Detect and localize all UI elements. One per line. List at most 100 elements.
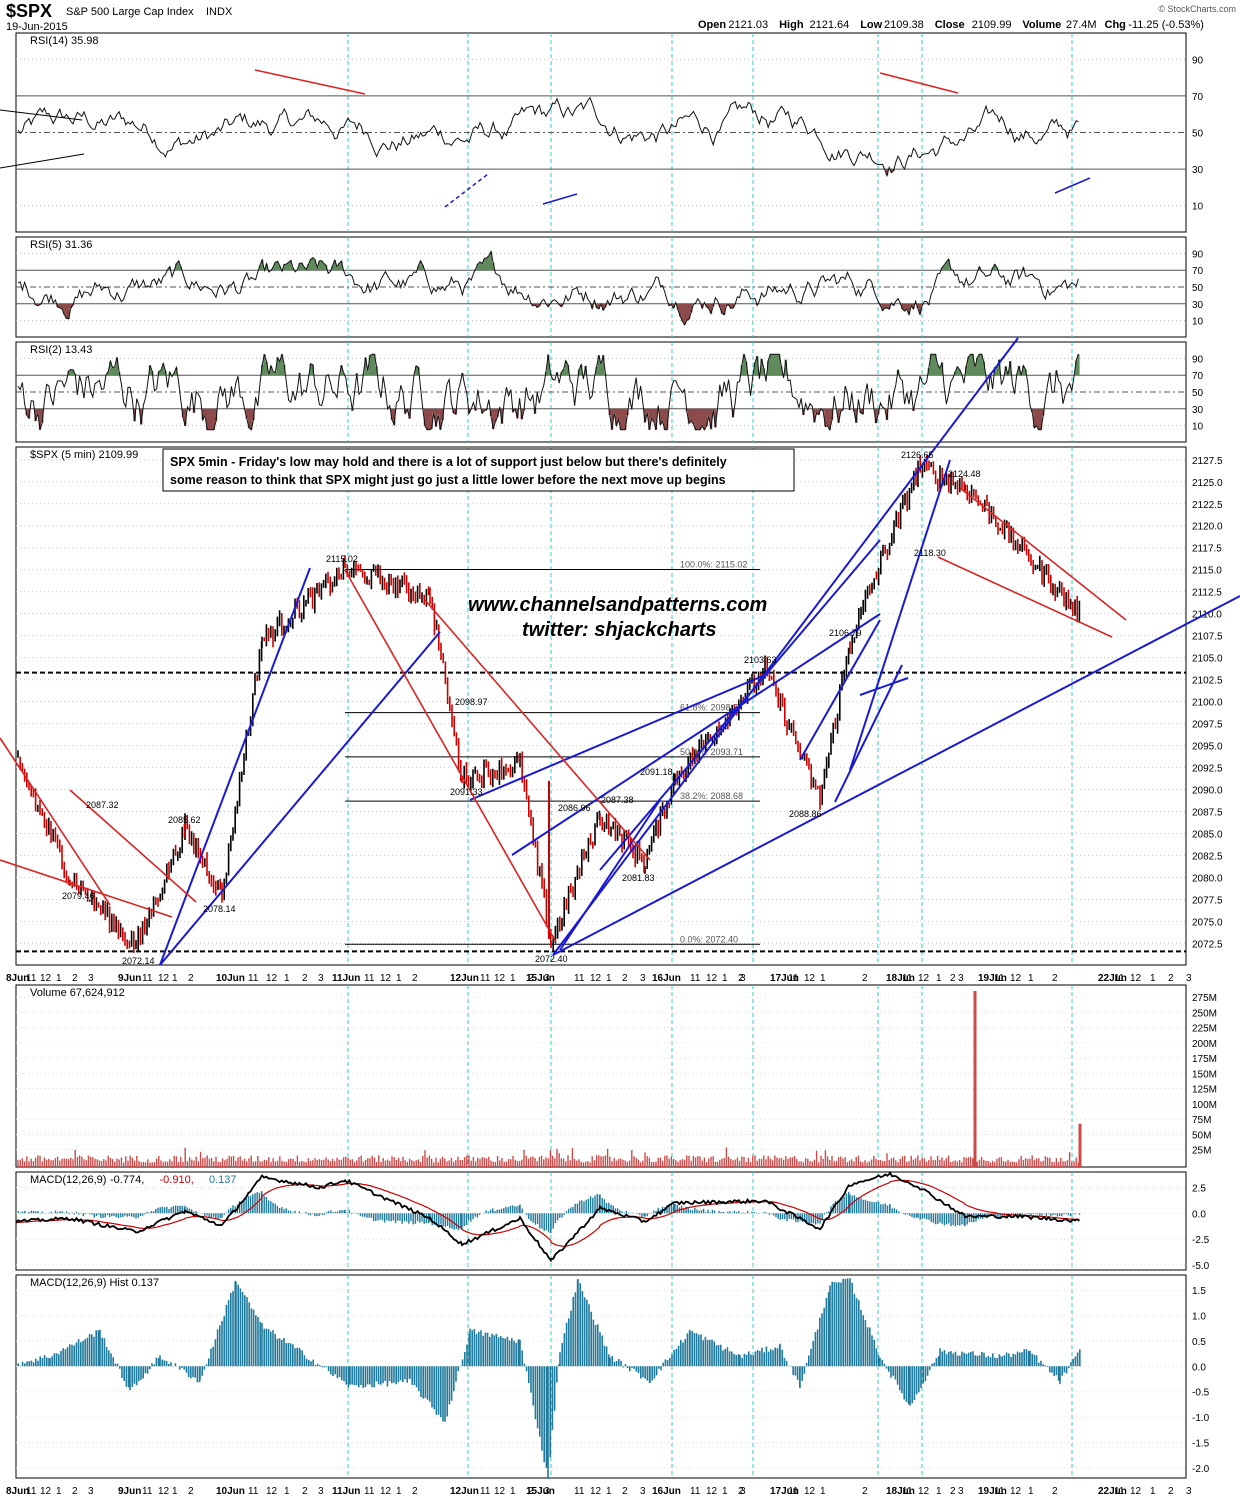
bottom-x-tick-label: 2 [738,1486,744,1497]
rsi-line [17,353,1079,432]
chart-header: $SPX S&P 500 Large Cap Index INDX 19-Jun… [6,1,1236,33]
rsi-tick-label: 50 [1192,283,1204,294]
bottom-x-tick-label: 12 [158,1486,170,1497]
annotation-line-1: SPX 5min - Friday's low may hold and the… [170,455,727,469]
x-tick-label: 1 [722,973,728,984]
red-trendline [424,599,651,861]
price-title: $SPX (5 min) 2109.99 [30,449,138,461]
x-tick-label: 1 [936,973,942,984]
x-tick-label: 2 [302,973,308,984]
blue-trendline [859,677,909,696]
x-tick-label: 3 [640,973,646,984]
stat-value: 2109.38 [884,19,924,31]
rsi-tick-label: 30 [1192,300,1204,311]
x-tick-label: 1 [56,973,62,984]
stat-value: 2121.03 [728,19,768,31]
chart-panels: 90 70 50 30 10 RSI(14) 35.98 90 70 50 30 10 RSI(5) … [0,32,1240,1497]
x-tick-label: 3 [1186,973,1192,984]
stat-value: 2121.64 [810,19,850,31]
bottom-x-tick-label: 22Jun [1098,1486,1127,1497]
bottom-x-tick-label: 8Jun [6,1486,29,1497]
hist-tick-label: 0.5 [1192,1337,1206,1348]
bottom-x-tick-label: 11Jun [332,1486,360,1497]
bottom-x-tick-label: 1 [606,1486,612,1497]
bottom-x-tick-label: 1 [1150,1486,1156,1497]
stat-value: 2109.99 [972,19,1012,31]
price-tick-label: 2117.5 [1192,544,1222,555]
volume-tick-label: 125M [1192,1085,1217,1096]
volume-bars [17,1147,1080,1167]
bottom-x-tick-label: 2 [528,1486,534,1497]
rsi-tick-label: 10 [1192,202,1204,213]
bottom-x-tick-label: 11 [248,1486,259,1497]
bottom-x-tick-label: 3 [640,1486,646,1497]
bottom-x-tick-label: 1 [396,1486,402,1497]
bottom-x-tick-label: 11 [994,1486,1005,1497]
blue-trendline [834,664,903,803]
bottom-x-tick-label: 2 [622,1486,628,1497]
x-tick-label: 11 [902,973,913,984]
price-tick-label: 2082.5 [1192,851,1223,862]
bottom-x-tick-label: 1 [722,1486,728,1497]
bottom-x-tick-label: 2 [950,1486,956,1497]
fib-label: 50.0%: 2093.71 [680,747,743,757]
index-name: S&P 500 Large Cap Index [66,6,194,18]
bottom-x-tick-label: 12 [706,1486,718,1497]
rsi-panel-1: 90 70 50 30 10 RSI(5) 31.36 [15,236,1204,338]
bottom-x-tick-label: 2 [1052,1486,1058,1497]
x-tick-label: 2 [950,973,956,984]
price-point-label: 2072.14 [122,956,155,966]
price-tick-label: 2110.0 [1192,610,1222,621]
rsi-line [17,250,1079,326]
annotation-box [162,448,795,492]
bottom-x-tick-label: 15Jun [526,1486,555,1497]
rsi-title: RSI(2) 13.43 [30,344,92,356]
rsi-tick-label: 70 [1192,371,1204,382]
x-tick-label: 1 [172,973,178,984]
bottom-x-tick-label: 16Jun [652,1486,681,1497]
price-tick-label: 2122.5 [1192,500,1223,511]
bottom-x-tick-label: 2 [188,1486,194,1497]
price-tick-label: 2105.0 [1192,654,1223,665]
blue-trendline [159,631,441,966]
red-trendline [937,556,1113,638]
hist-tick-label: 1.5 [1192,1286,1206,1297]
volume-tick-label: 50M [1192,1130,1211,1141]
rsi14-blue-arrow [1054,177,1091,194]
x-tick-label: 12 [40,973,52,984]
x-tick-label: 11 [690,973,701,984]
x-tick-label: 12 [1010,973,1022,984]
bottom-x-tick-label: 12 [380,1486,392,1497]
bottom-x-tick-label: 3 [958,1486,964,1497]
x-tick-label: 1 [1028,973,1034,984]
price-point-label: 2126.65 [901,450,934,460]
bottom-x-tick-label: 12 [266,1486,278,1497]
x-tick-label: 11 [480,973,491,984]
rsi-title: RSI(14) 35.98 [30,35,98,47]
price-point-label: 2087.38 [601,795,634,805]
hist-tick-label: -0.5 [1192,1388,1210,1399]
bottom-x-tick-label: 2 [302,1486,308,1497]
x-tick-label: 1 [284,973,290,984]
hist-tick-label: 1.0 [1192,1312,1206,1323]
stockcharts-credit: © StockCharts.com [1158,4,1236,14]
volume-panel: 275M 250M 225M 200M 175M 150M 125M 100M 75M 50M 25… [15,984,1217,1168]
annotation-note: SPX 5min - Friday's low may hold and the… [162,448,795,492]
volume-tick-label: 100M [1192,1100,1217,1111]
rsi-tick-label: 70 [1192,92,1204,103]
bottom-x-tick-label: 12 [1130,1486,1142,1497]
price-point-label: 2085.62 [168,815,201,825]
rsi-panel-2: 90 70 50 30 10 RSI(2) 13.43 [15,341,1204,443]
red-trendline [344,569,557,943]
price-panel: 2127.52125.02122.52120.02117.52115.02112… [0,337,1240,984]
rsi-tick-label: 50 [1192,129,1204,140]
price-point-label: 2087.32 [86,800,119,810]
stat-label: Low [860,19,882,31]
rsi-tick-label: 10 [1192,422,1204,433]
bottom-x-tick-label: 9Jun [118,1486,141,1497]
watermark-twitter: twitter: shjackcharts [522,619,717,641]
price-point-label: 2072.40 [535,954,568,964]
x-tick-label: 12Jun [450,973,479,984]
blue-trendline [849,459,951,771]
exchange-label: INDX [206,6,233,18]
